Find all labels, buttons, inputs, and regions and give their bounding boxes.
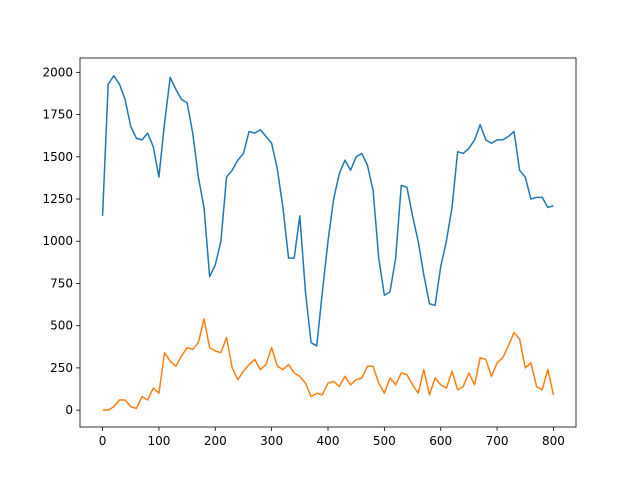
y-tick-label: 250 (50, 361, 73, 375)
x-tick-label: 800 (542, 434, 565, 448)
y-tick-label: 0 (65, 403, 73, 417)
line (102, 318, 555, 411)
line (101, 74, 554, 347)
x-tick-label: 600 (429, 434, 452, 448)
x-tick-label: 700 (486, 434, 509, 448)
axes-frame (79, 57, 577, 428)
y-tick-label: 500 (50, 319, 73, 333)
y-tick-label: 1750 (42, 108, 73, 122)
x-tick-label: 500 (373, 434, 396, 448)
y-tick-label: 1000 (42, 234, 73, 248)
x-tick-label: 100 (147, 434, 170, 448)
y-tick-label: 1500 (42, 150, 73, 164)
y-tick-label: 2000 (42, 65, 73, 79)
x-tick-label: 400 (317, 434, 340, 448)
y-tick-label: 1250 (42, 192, 73, 206)
x-tick-label: 0 (99, 434, 107, 448)
x-tick-label: 200 (204, 434, 227, 448)
x-tick-label: 300 (260, 434, 283, 448)
y-tick-label: 750 (50, 276, 73, 290)
